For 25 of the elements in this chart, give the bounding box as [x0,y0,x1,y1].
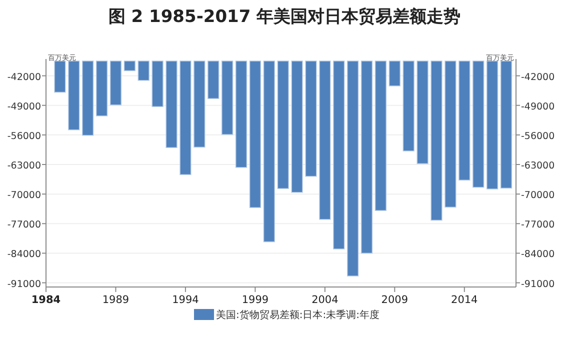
y-tick-label: -42000 [7,72,41,83]
y-tick-label: -77000 [7,220,41,231]
y2-tick-label: -56000 [521,130,555,142]
legend-label: 美国:货物贸易差额:日本:未季调:年度 [216,309,380,321]
x-tick-label: 1999 [242,294,269,306]
y2-tick-label: -77000 [521,220,555,231]
y2-tick-label: -70000 [521,190,555,202]
x-tick-label: 1989 [102,294,130,306]
y-tick-label: -56000 [7,130,41,142]
chart-title: 图 2 1985-2017 年美国对日本贸易差额走势 [108,7,461,27]
y-tick-label: -63000 [7,160,41,172]
y-tick-label: -49000 [7,101,41,112]
x-tick-label: 2004 [312,294,339,306]
y2-tick-label: -49000 [521,101,555,112]
y-tick-label: -84000 [7,249,41,260]
y2-tick-label: -42000 [521,72,555,83]
x-tick-label: 2014 [451,294,478,306]
y2-tick-label: -84000 [521,249,555,260]
x-tick-label: 1994 [172,294,200,306]
y2-tick-label: -91000 [521,278,555,290]
y-tick-label: -70000 [7,190,41,202]
x-tick-label: 2009 [381,294,408,306]
y2-tick-label: -63000 [521,160,555,172]
x-tick-label: 1984 [31,294,61,306]
y-tick-label: -91000 [7,278,41,290]
